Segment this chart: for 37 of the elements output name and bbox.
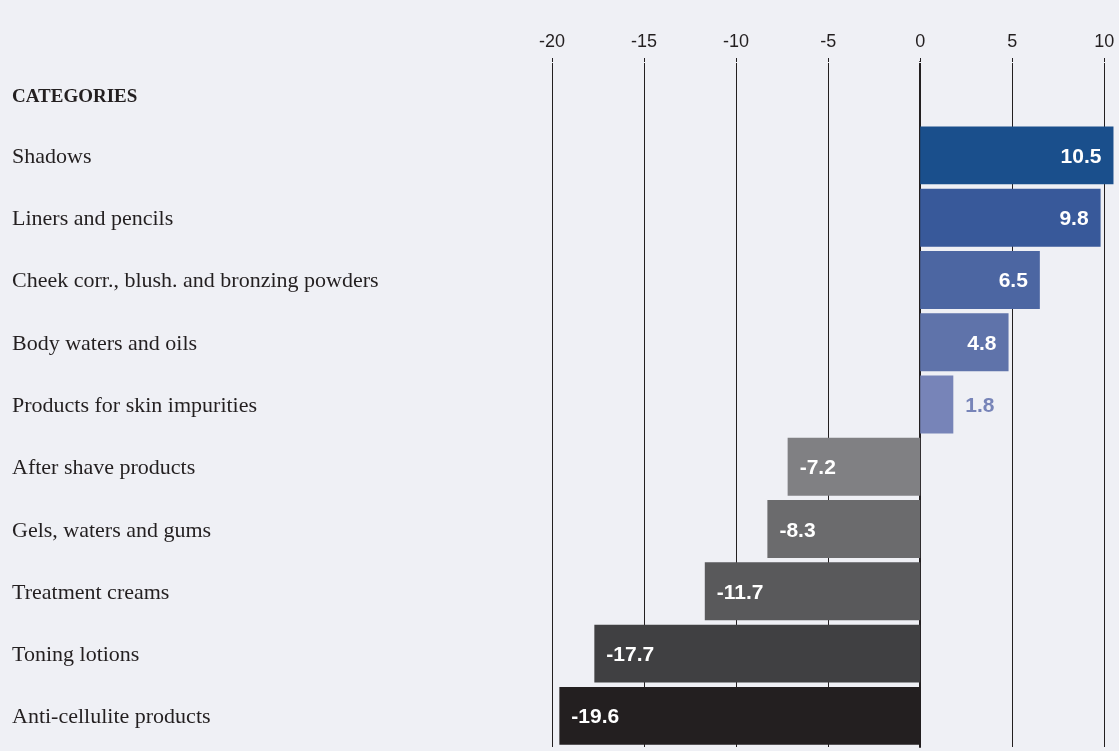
data-label: -7.2	[799, 455, 836, 479]
bar	[704, 562, 921, 621]
x2-tick-label: -15	[631, 31, 658, 51]
data-label: 1.8	[965, 393, 995, 416]
bar	[920, 375, 954, 434]
y-tick-label: Liners and pencils	[12, 205, 174, 231]
x2-tick-label: -5	[820, 31, 837, 51]
x2-tick-label: 5	[1007, 31, 1018, 51]
y-tick-label: Treatment creams	[12, 578, 170, 604]
data-label: 6.5	[998, 268, 1029, 292]
y-tick-label: Toning lotions	[12, 641, 140, 667]
x2-tick-label: -10	[723, 31, 750, 51]
bar	[767, 500, 921, 558]
data-label: -17.7	[606, 642, 655, 666]
y-tick-label: Body waters and oils	[12, 329, 198, 355]
data-label: 4.8	[967, 330, 997, 354]
x2-tick-label: -20	[538, 31, 566, 51]
bar	[920, 251, 1040, 309]
y-tick-label: After shave products	[12, 454, 196, 480]
bar	[920, 126, 1114, 185]
y-tick-label: Anti-cellulite products	[12, 703, 211, 729]
data-label: 9.8	[1059, 206, 1089, 230]
x2-tick-label: 10	[1094, 31, 1115, 51]
y-axis-title: CATEGORIES	[12, 85, 138, 106]
bar	[787, 437, 921, 496]
y-tick-label: Shadows	[12, 142, 92, 168]
y-tick-label: Products for skin impurities	[12, 392, 258, 417]
data-label: -11.7	[716, 579, 764, 603]
data-label: 10.5	[1060, 143, 1102, 167]
data-label: -8.3	[779, 517, 816, 541]
y-tick-label: Gels, waters and gums	[12, 516, 212, 542]
bar	[594, 624, 921, 683]
y-tick-label: Cheek corr., blush. and bronzing powders	[12, 267, 379, 293]
bar	[920, 313, 1009, 372]
bar	[920, 188, 1101, 247]
x2-tick-label: 0	[915, 31, 926, 51]
data-label: -19.6	[571, 704, 620, 728]
